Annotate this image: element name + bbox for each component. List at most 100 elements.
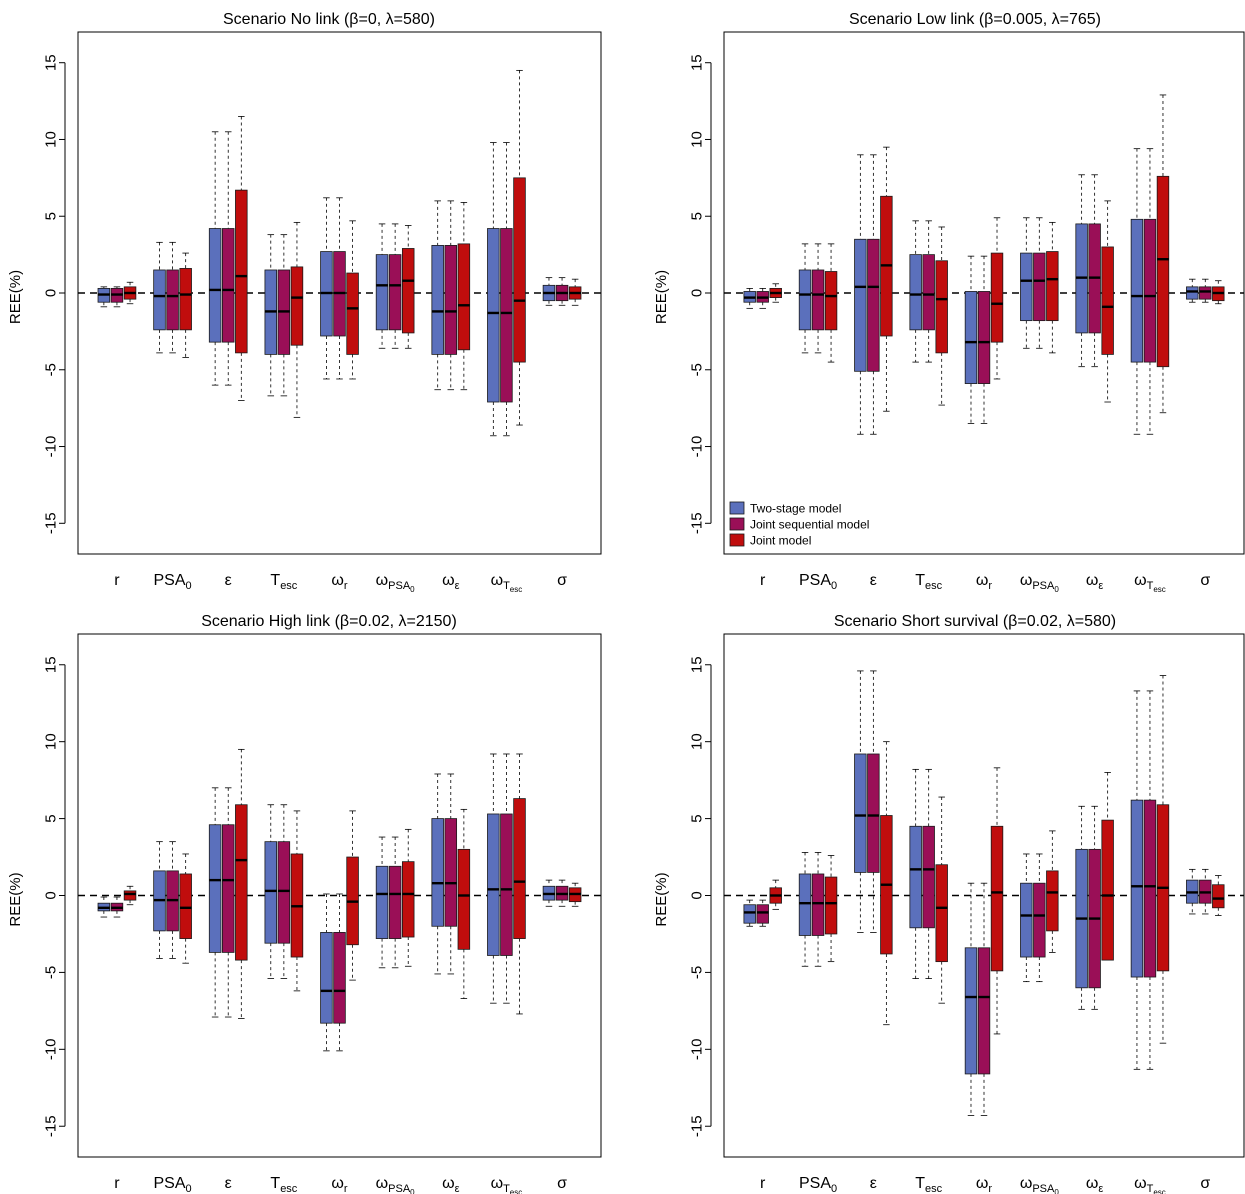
- box-2-1: [867, 670, 880, 933]
- iqr-box: [1186, 286, 1199, 300]
- legend-swatch: [729, 533, 745, 547]
- iqr-box: [909, 254, 922, 331]
- iqr-box: [824, 271, 838, 331]
- iqr-box: [1101, 246, 1114, 355]
- box-7-2: [1156, 94, 1170, 414]
- iqr-box: [1046, 251, 1059, 322]
- iqr-box: [756, 904, 769, 924]
- iqr-box: [179, 873, 192, 939]
- iqr-box: [1199, 286, 1212, 300]
- box-4-0: [320, 197, 333, 380]
- y-tick-label: 5: [689, 212, 706, 220]
- x-tick-label: ωε: [442, 1175, 460, 1194]
- y-tick-label: -5: [43, 363, 60, 376]
- iqr-box: [1130, 218, 1144, 363]
- iqr-box: [1101, 819, 1114, 961]
- box-4-1: [977, 882, 991, 1116]
- box-1-0: [798, 852, 812, 967]
- box-1-2: [824, 243, 838, 363]
- box-8-0: [542, 879, 556, 907]
- box-8-0: [1186, 278, 1199, 303]
- iqr-box: [208, 228, 222, 343]
- box-6-2: [457, 202, 471, 391]
- box-8-1: [555, 879, 569, 907]
- x-tick-label: ωε: [1086, 572, 1104, 592]
- x-tick-label: Tesc: [915, 1175, 942, 1194]
- y-tick-label: 10: [689, 733, 706, 750]
- iqr-box: [431, 818, 444, 927]
- iqr-box: [922, 825, 935, 929]
- box-2-0: [208, 131, 222, 386]
- box-4-2: [346, 220, 359, 380]
- iqr-box: [375, 865, 389, 939]
- iqr-box: [401, 861, 415, 938]
- iqr-box: [388, 865, 402, 939]
- iqr-box: [935, 260, 948, 354]
- y-axis-title: REE(%): [7, 270, 24, 324]
- box-0-2: [123, 885, 137, 906]
- box-0-0: [743, 899, 756, 927]
- x-tick-label: PSA0: [799, 1175, 837, 1194]
- iqr-box: [1020, 882, 1033, 958]
- iqr-box: [235, 189, 248, 354]
- iqr-box: [964, 291, 978, 384]
- iqr-box: [500, 228, 513, 403]
- x-tick-label: PSA0: [799, 572, 837, 592]
- y-tick-label: 0: [43, 289, 60, 297]
- panel-short-survival: Scenario Short survival (β=0.02, λ=580) …: [653, 613, 1245, 1194]
- x-tick-label: ωTesc: [491, 1175, 523, 1194]
- box-2-2: [880, 146, 893, 412]
- x-tick-label: ωε: [1086, 1175, 1104, 1194]
- box-0-1: [110, 286, 124, 308]
- iqr-box: [824, 876, 838, 935]
- iqr-box: [798, 873, 812, 936]
- iqr-box: [977, 947, 991, 1075]
- box-7-1: [1143, 690, 1157, 1070]
- iqr-box: [500, 813, 513, 956]
- iqr-box: [123, 890, 137, 901]
- panel-no-link: Scenario No link (β=0, λ=580) -15 -10 -5 0 5…: [7, 11, 602, 594]
- box-3-1: [277, 234, 291, 397]
- box-8-2: [1212, 280, 1225, 305]
- x-tick-label: Tesc: [270, 1175, 297, 1194]
- box-3-2: [290, 221, 304, 418]
- y-tick-label: -10: [689, 1038, 706, 1060]
- box-0-1: [756, 287, 769, 309]
- box-2-0: [854, 670, 867, 933]
- x-tick-label: ωTesc: [1134, 1175, 1166, 1194]
- x-tick-label: ε: [870, 1175, 877, 1192]
- box-6-0: [1075, 805, 1088, 1010]
- box-5-1: [388, 223, 402, 349]
- iqr-box: [221, 824, 235, 953]
- box-2-1: [867, 154, 880, 435]
- box-1-2: [824, 855, 838, 963]
- iqr-box: [1143, 799, 1157, 978]
- iqr-box: [990, 252, 1004, 343]
- box-6-1: [444, 200, 458, 391]
- x-tick-label: ωr: [976, 572, 993, 592]
- box-4-0: [320, 893, 333, 1052]
- box-7-1: [500, 142, 513, 437]
- box-6-2: [457, 808, 471, 999]
- y-tick-label: -10: [689, 436, 706, 458]
- x-tick-label: ωPSA0: [376, 572, 416, 594]
- y-tick-label: -15: [689, 1115, 706, 1137]
- x-tick-label: ε: [225, 1175, 232, 1192]
- box-0-1: [756, 899, 769, 927]
- iqr-box: [909, 825, 922, 929]
- box-8-0: [1186, 868, 1199, 915]
- box-7-0: [1130, 690, 1144, 1070]
- box-1-0: [153, 241, 166, 354]
- x-tick-label: ωTesc: [491, 572, 523, 594]
- iqr-box: [264, 841, 278, 944]
- y-tick-label: 5: [43, 814, 60, 822]
- box-5-0: [375, 223, 389, 349]
- y-tick-label: -5: [689, 966, 706, 979]
- box-4-1: [333, 197, 346, 380]
- box-0-2: [769, 283, 782, 303]
- x-tick-label: ωTesc: [1134, 572, 1166, 594]
- iqr-box: [854, 753, 867, 873]
- y-axis-title: REE(%): [653, 872, 670, 926]
- box-5-2: [1046, 221, 1059, 354]
